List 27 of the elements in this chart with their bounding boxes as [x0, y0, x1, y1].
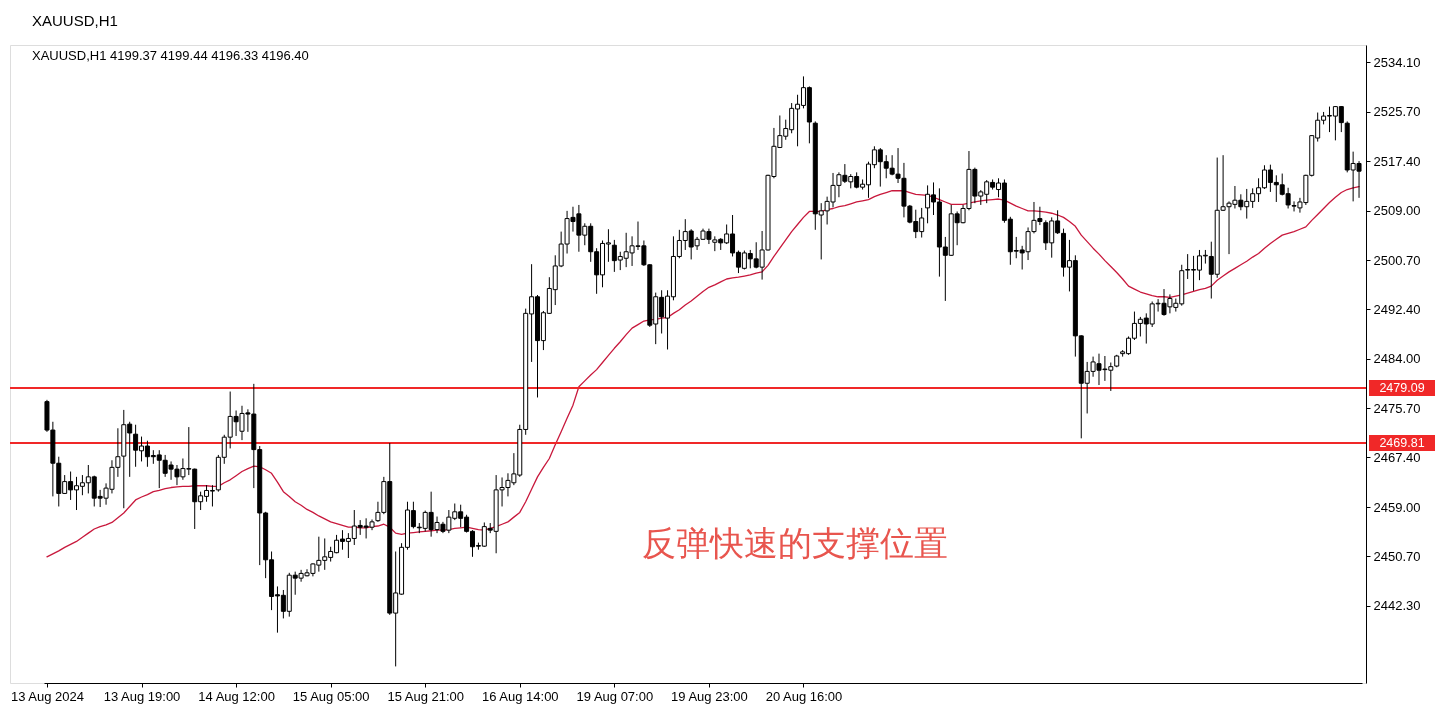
y-tick-label: 2509.00: [1373, 203, 1421, 219]
x-tick-label: 15 Aug 05:00: [292, 688, 370, 704]
x-tick-label: 15 Aug 21:00: [387, 688, 465, 704]
y-tick-label: 2492.40: [1373, 301, 1421, 317]
y-tick-label: 2475.70: [1373, 400, 1421, 416]
ref-line-label: 2479.09: [1379, 381, 1425, 396]
chart-title: XAUUSD,H1: [32, 12, 118, 29]
x-tick-label: 19 Aug 07:00: [576, 688, 654, 704]
y-tick-label: 2442.30: [1373, 598, 1421, 614]
x-tick-label: 16 Aug 14:00: [481, 688, 559, 704]
chart-subtitle: XAUUSD,H1 4199.37 4199.44 4196.33 4196.40: [32, 48, 309, 63]
line-series: [46, 185, 1360, 558]
x-tick-label: 13 Aug 19:00: [103, 688, 181, 704]
y-tick-label: 2525.70: [1373, 104, 1421, 120]
annotation: 反弹快速的支撑位置: [642, 523, 948, 563]
x-tick-label: 14 Aug 12:00: [198, 688, 275, 704]
y-tick-label: 2500.70: [1373, 252, 1421, 268]
x-tick-label: 20 Aug 16:00: [765, 688, 843, 704]
y-tick-label: 2534.10: [1373, 54, 1421, 70]
x-tick-label: 19 Aug 23:00: [671, 688, 748, 704]
y-tick-label: 2467.40: [1373, 449, 1421, 465]
y-tick-label: 2450.70: [1373, 548, 1421, 564]
y-tick-label: 2484.00: [1373, 351, 1421, 367]
ref-line-label: 2469.81: [1379, 436, 1425, 451]
y-tick-label: 2459.00: [1373, 499, 1421, 515]
y-tick-label: 2517.40: [1373, 153, 1421, 169]
x-tick-label: 13 Aug 2024: [10, 688, 84, 704]
